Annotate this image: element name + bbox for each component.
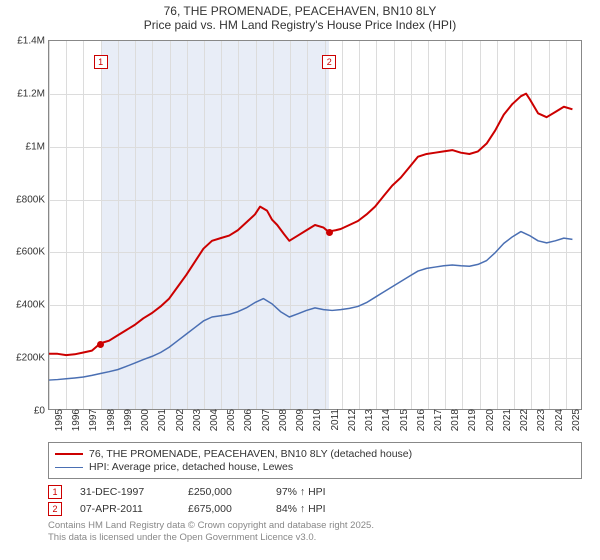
legend-swatch (55, 467, 83, 468)
event-badge: 2 (48, 502, 62, 516)
event-date: 07-APR-2011 (80, 503, 170, 515)
series-hpi (49, 41, 581, 409)
attribution-text: Contains HM Land Registry data © Crown c… (48, 520, 582, 544)
x-axis-label: 2012 (345, 409, 358, 431)
x-axis-label: 2019 (465, 409, 478, 431)
chart-title-block: 76, THE PROMENADE, PEACEHAVEN, BN10 8LY … (0, 0, 600, 34)
title-address: 76, THE PROMENADE, PEACEHAVEN, BN10 8LY (0, 4, 600, 18)
x-axis-label: 2002 (173, 409, 186, 431)
x-axis-label: 2004 (207, 409, 220, 431)
y-axis-label: £1M (26, 141, 49, 152)
legend-box: 76, THE PROMENADE, PEACEHAVEN, BN10 8LY … (48, 442, 582, 479)
attribution-line2: This data is licensed under the Open Gov… (48, 532, 582, 544)
x-axis-label: 2007 (259, 409, 272, 431)
x-axis-label: 2009 (293, 409, 306, 431)
x-axis-label: 2022 (517, 409, 530, 431)
x-axis-label: 2023 (534, 409, 547, 431)
x-axis-label: 2016 (414, 409, 427, 431)
x-axis-label: 2008 (276, 409, 289, 431)
legend-item: 76, THE PROMENADE, PEACEHAVEN, BN10 8LY … (55, 448, 575, 460)
x-axis-label: 2017 (431, 409, 444, 431)
legend-swatch (55, 453, 83, 455)
legend-label: 76, THE PROMENADE, PEACEHAVEN, BN10 8LY … (89, 448, 412, 460)
y-axis-label: £800K (16, 194, 49, 205)
event-price: £675,000 (188, 503, 258, 515)
y-axis-label: £200K (16, 353, 49, 364)
y-axis-label: £1.4M (17, 36, 49, 47)
title-subtitle: Price paid vs. HM Land Registry's House … (0, 18, 600, 32)
x-axis-label: 2018 (448, 409, 461, 431)
event-marker-label-1: 1 (94, 55, 108, 69)
x-axis-label: 2006 (241, 409, 254, 431)
x-axis-label: 2011 (328, 409, 341, 431)
y-axis-label: £400K (16, 300, 49, 311)
event-row: 2 07-APR-2011 £675,000 84% ↑ HPI (48, 502, 582, 516)
y-axis-label: £600K (16, 247, 49, 258)
x-axis-label: 1998 (104, 409, 117, 431)
x-axis-label: 2024 (552, 409, 565, 431)
x-axis-label: 2013 (362, 409, 375, 431)
events-table: 1 31-DEC-1997 £250,000 97% ↑ HPI 2 07-APR-201… (48, 485, 582, 516)
event-hpi: 97% ↑ HPI (276, 486, 326, 498)
y-axis-label: £1.2M (17, 88, 49, 99)
x-axis-label: 2025 (569, 409, 582, 431)
x-axis-label: 2001 (155, 409, 168, 431)
x-axis-label: 2010 (310, 409, 323, 431)
x-axis-label: 1996 (69, 409, 82, 431)
chart-plot-area: £0£200K£400K£600K£800K£1M£1.2M£1.4M19951… (48, 40, 582, 410)
event-hpi: 84% ↑ HPI (276, 503, 326, 515)
x-axis-label: 2003 (190, 409, 203, 431)
x-axis-label: 2014 (379, 409, 392, 431)
legend-label: HPI: Average price, detached house, Lewe… (89, 461, 293, 473)
x-axis-label: 2005 (224, 409, 237, 431)
event-date: 31-DEC-1997 (80, 486, 170, 498)
event-badge: 1 (48, 485, 62, 499)
legend-item: HPI: Average price, detached house, Lewe… (55, 461, 575, 473)
attribution-line1: Contains HM Land Registry data © Crown c… (48, 520, 582, 532)
x-axis-label: 1997 (86, 409, 99, 431)
x-axis-label: 2000 (138, 409, 151, 431)
x-axis-label: 2015 (397, 409, 410, 431)
event-marker-label-2: 2 (322, 55, 336, 69)
event-marker-2 (326, 229, 333, 236)
event-price: £250,000 (188, 486, 258, 498)
x-axis-label: 1999 (121, 409, 134, 431)
y-axis-label: £0 (34, 406, 49, 417)
x-axis-label: 2020 (483, 409, 496, 431)
chart-footer: 76, THE PROMENADE, PEACEHAVEN, BN10 8LY … (48, 442, 582, 544)
event-row: 1 31-DEC-1997 £250,000 97% ↑ HPI (48, 485, 582, 499)
x-axis-label: 1995 (52, 409, 65, 431)
x-axis-label: 2021 (500, 409, 513, 431)
